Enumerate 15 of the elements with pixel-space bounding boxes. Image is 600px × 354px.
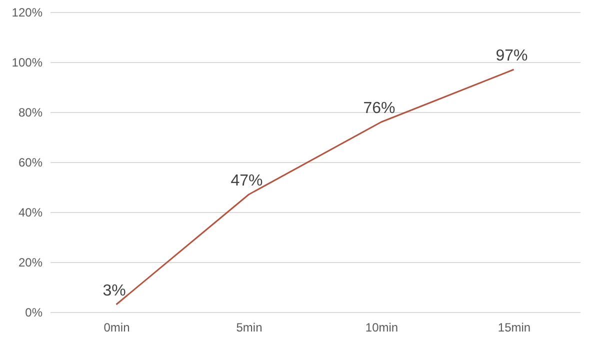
y-tick-label: 60% xyxy=(18,156,43,170)
y-tick-label: 100% xyxy=(12,56,43,70)
text: 47% xyxy=(230,172,263,190)
y-tick-label: 0% xyxy=(25,306,43,320)
y-tick-label: 120% xyxy=(12,6,43,20)
y-tick-label: 20% xyxy=(18,256,43,270)
y-tick-label: 80% xyxy=(18,106,43,120)
x-tick-label: 15min xyxy=(498,320,531,334)
y-tick-label: 40% xyxy=(18,206,43,220)
text: 76% xyxy=(363,100,396,117)
x-tick-label: 10min xyxy=(365,320,398,334)
text: 3% xyxy=(102,282,126,300)
x-tick-label: 0min xyxy=(104,320,130,334)
x-tick-label: 5min xyxy=(236,320,262,334)
text: 97% xyxy=(496,48,528,64)
